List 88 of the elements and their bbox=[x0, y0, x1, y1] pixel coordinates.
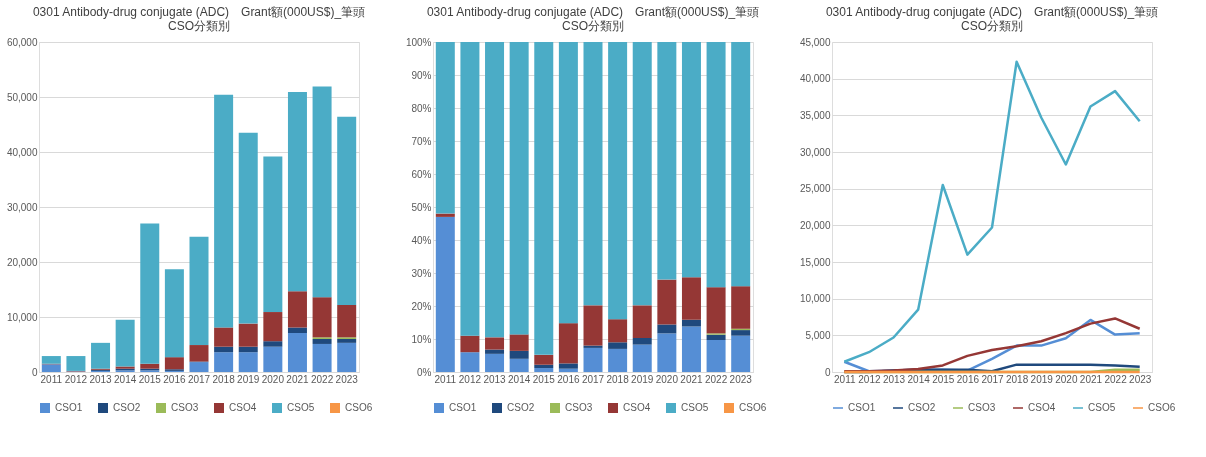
y-tick-label: 40% bbox=[411, 234, 432, 246]
y-tick-label: 40,000 bbox=[6, 146, 38, 158]
x-tick-label: 2015 bbox=[138, 373, 162, 385]
legend-label: CSO1 bbox=[55, 402, 83, 413]
x-tick-label: 2012 bbox=[458, 373, 482, 385]
y-tick-label: 0% bbox=[417, 366, 432, 378]
x-tick-label: 2022 bbox=[1104, 373, 1128, 385]
x-tick-label: 2020 bbox=[261, 373, 285, 385]
y-tick-label: 45,000 bbox=[799, 36, 831, 48]
y-tick-label: 30,000 bbox=[6, 201, 38, 213]
legend-label: CSO5 bbox=[681, 402, 709, 413]
x-tick-label: 2021 bbox=[680, 373, 704, 385]
legend-label: CSO1 bbox=[449, 402, 477, 413]
x-tick-label: 2011 bbox=[40, 373, 63, 385]
x-tick-label: 2011 bbox=[434, 373, 457, 385]
legend-label: CSO3 bbox=[968, 402, 996, 413]
y-tick-label: 35,000 bbox=[799, 109, 831, 121]
x-tick-label: 2017 bbox=[981, 373, 1005, 385]
chart-title: 0301 Antibody-drug conjugate (ADC) Grant額(000US$)_筆頭CSO分類別 bbox=[32, 5, 366, 33]
y-tick-label: 60% bbox=[411, 168, 432, 180]
legend-label: CSO2 bbox=[507, 402, 535, 413]
y-tick-label: 80% bbox=[411, 102, 432, 114]
legend-label: CSO1 bbox=[848, 402, 876, 413]
x-tick-label: 2013 bbox=[882, 373, 906, 385]
y-tick-label: 30,000 bbox=[799, 146, 831, 158]
y-tick-label: 20% bbox=[411, 300, 432, 312]
x-tick-label: 2011 bbox=[834, 373, 856, 385]
y-tick-label: 20,000 bbox=[799, 219, 831, 231]
legend-label: CSO5 bbox=[287, 402, 315, 413]
legend-label: CSO6 bbox=[739, 402, 767, 413]
x-tick-label: 2023 bbox=[1129, 373, 1152, 385]
y-tick-label: 30% bbox=[411, 267, 432, 279]
y-tick-label: 20,000 bbox=[6, 256, 38, 268]
x-tick-label: 2022 bbox=[704, 373, 728, 385]
x-tick-label: 2016 bbox=[956, 373, 980, 385]
legend-label: CSO3 bbox=[171, 402, 199, 413]
x-tick-label: 2016 bbox=[557, 373, 580, 385]
x-tick-label: 2023 bbox=[729, 373, 753, 385]
x-tick-label: 2020 bbox=[655, 373, 679, 385]
x-tick-label: 2015 bbox=[532, 373, 556, 385]
x-tick-label: 2018 bbox=[606, 373, 630, 385]
x-tick-label: 2021 bbox=[286, 373, 310, 385]
x-tick-label: 2019 bbox=[1030, 373, 1054, 385]
x-tick-label: 2021 bbox=[1079, 373, 1103, 385]
x-tick-label: 2023 bbox=[335, 373, 359, 385]
x-tick-label: 2012 bbox=[858, 373, 881, 385]
x-tick-label: 2017 bbox=[581, 373, 605, 385]
x-tick-label: 2012 bbox=[64, 373, 88, 385]
y-tick-label: 50% bbox=[411, 201, 432, 213]
x-tick-label: 2019 bbox=[237, 373, 260, 385]
y-tick-label: 25,000 bbox=[799, 183, 831, 195]
x-tick-label: 2014 bbox=[907, 373, 931, 385]
legend-label: CSO4 bbox=[1028, 402, 1056, 413]
x-tick-label: 2018 bbox=[1005, 373, 1029, 385]
chart-title: 0301 Antibody-drug conjugate (ADC) Grant額(000US$)_筆頭CSO分類別 bbox=[426, 5, 760, 33]
y-tick-label: 10,000 bbox=[6, 311, 38, 323]
x-tick-label: 2020 bbox=[1055, 373, 1078, 385]
y-tick-label: 5,000 bbox=[805, 329, 831, 341]
legend-label: CSO2 bbox=[908, 402, 936, 413]
y-tick-label: 70% bbox=[411, 135, 432, 147]
chart-title: 0301 Antibody-drug conjugate (ADC) Grant額(000US$)_筆頭CSO分類別 bbox=[825, 5, 1159, 33]
x-tick-label: 2022 bbox=[310, 373, 334, 385]
y-tick-label: 90% bbox=[411, 69, 432, 81]
x-tick-label: 2018 bbox=[212, 373, 236, 385]
y-tick-label: 40,000 bbox=[799, 73, 831, 85]
y-tick-label: 10% bbox=[411, 333, 432, 345]
x-tick-label: 2019 bbox=[631, 373, 654, 385]
y-tick-label: 50,000 bbox=[6, 91, 38, 103]
y-tick-label: 10,000 bbox=[799, 293, 831, 305]
legend-label: CSO2 bbox=[113, 402, 141, 413]
y-tick-label: 15,000 bbox=[799, 256, 831, 268]
legend-label: CSO6 bbox=[345, 402, 373, 413]
legend-label: CSO4 bbox=[623, 402, 651, 413]
legend-label: CSO4 bbox=[229, 402, 257, 413]
x-tick-label: 2014 bbox=[114, 373, 137, 385]
x-tick-label: 2016 bbox=[163, 373, 186, 385]
x-tick-label: 2013 bbox=[483, 373, 507, 385]
x-tick-label: 2017 bbox=[187, 373, 211, 385]
legend-label: CSO5 bbox=[1088, 402, 1116, 413]
x-tick-label: 2015 bbox=[932, 373, 955, 385]
legend-label: CSO3 bbox=[565, 402, 593, 413]
y-tick-label: 0 bbox=[824, 366, 831, 378]
y-tick-label: 60,000 bbox=[6, 36, 38, 48]
x-tick-label: 2013 bbox=[89, 373, 113, 385]
legend-label: CSO6 bbox=[1148, 402, 1176, 413]
y-tick-label: 100% bbox=[405, 36, 432, 48]
x-tick-label: 2014 bbox=[508, 373, 531, 385]
y-tick-label: 0 bbox=[31, 366, 38, 378]
